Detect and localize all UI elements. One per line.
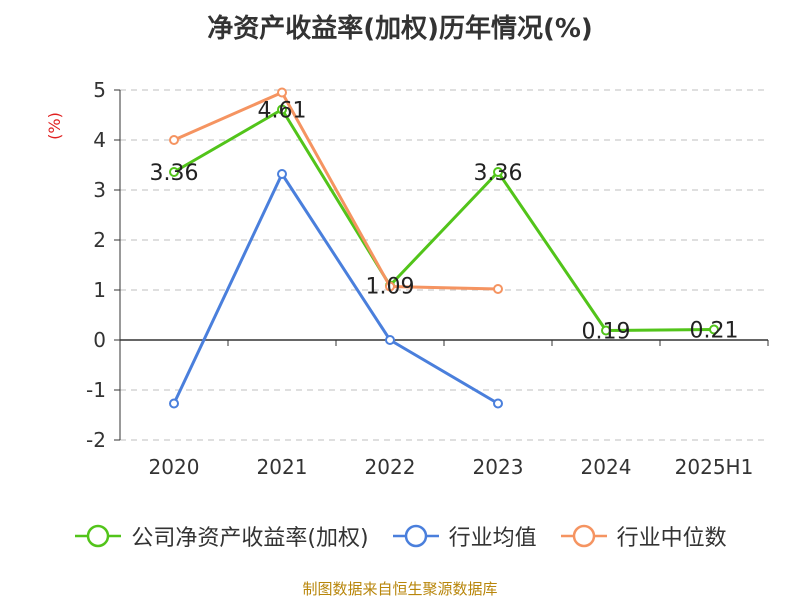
gridlines <box>120 89 768 441</box>
series-lines <box>169 87 719 409</box>
data-point <box>169 135 179 145</box>
x-tick-label: 2021 <box>257 455 308 479</box>
data-point <box>169 398 179 409</box>
series-line-1 <box>172 172 499 405</box>
legend: 公司净资产收益率(加权) 行业均值 行业中位数 <box>0 520 800 552</box>
y-tick-label: 5 <box>93 78 106 102</box>
data-point <box>169 167 179 177</box>
legend-marker-icon <box>75 524 122 548</box>
data-label: 4.61 <box>258 99 307 124</box>
y-tick-label: 2 <box>93 228 106 252</box>
x-tick-label: 2025H1 <box>675 455 754 479</box>
series-line-0 <box>173 108 715 332</box>
legend-item[interactable]: 行业中位数 <box>559 520 727 552</box>
series-line-2 <box>173 91 499 291</box>
legend-label: 行业均值 <box>448 526 537 551</box>
data-point <box>709 324 719 335</box>
data-label: 3.36 <box>150 161 199 186</box>
y-axis-label: (%) <box>45 112 64 140</box>
source-note: 制图数据来自恒生聚源数据库 <box>302 580 498 598</box>
legend-item[interactable]: 行业均值 <box>391 520 537 552</box>
data-point <box>493 398 503 409</box>
y-tick-label: -1 <box>86 378 106 402</box>
data-point <box>601 325 611 336</box>
x-tick-label: 2024 <box>581 455 632 479</box>
y-tick-label: 3 <box>93 178 106 202</box>
data-label: 0.19 <box>582 320 631 345</box>
x-tick-label: 2023 <box>473 455 524 479</box>
legend-label: 公司净资产收益率(加权) <box>131 526 369 551</box>
data-point <box>493 167 503 177</box>
legend-label: 行业中位数 <box>616 526 727 551</box>
data-point <box>385 281 395 292</box>
data-point <box>493 284 503 294</box>
x-tick-label: 2022 <box>365 455 416 479</box>
data-label: 0.21 <box>690 319 739 344</box>
data-labels: 3.36 4.61 1.09 3.36 0.19 0.21 <box>150 99 739 345</box>
data-point <box>277 104 287 115</box>
y-tick-label: 1 <box>93 278 106 302</box>
data-label: 3.36 <box>474 161 523 186</box>
legend-marker-icon <box>560 524 607 548</box>
y-tick-label: 4 <box>93 128 106 152</box>
legend-marker-icon <box>392 524 439 548</box>
legend-item[interactable]: 公司净资产收益率(加权) <box>73 520 369 552</box>
y-tick-label: -2 <box>86 428 106 452</box>
data-point <box>277 169 287 179</box>
axes: 5 4 3 2 1 0 -1 -2 2020 2021 2022 2023 2024 2025H1 <box>86 78 769 479</box>
chart-title: 净资产收益率(加权)历年情况(%) <box>207 14 593 44</box>
y-tick-label: 0 <box>93 328 106 352</box>
data-point <box>277 87 287 98</box>
data-point <box>385 335 395 345</box>
data-label: 1.09 <box>366 275 415 300</box>
x-tick-label: 2020 <box>149 455 200 479</box>
